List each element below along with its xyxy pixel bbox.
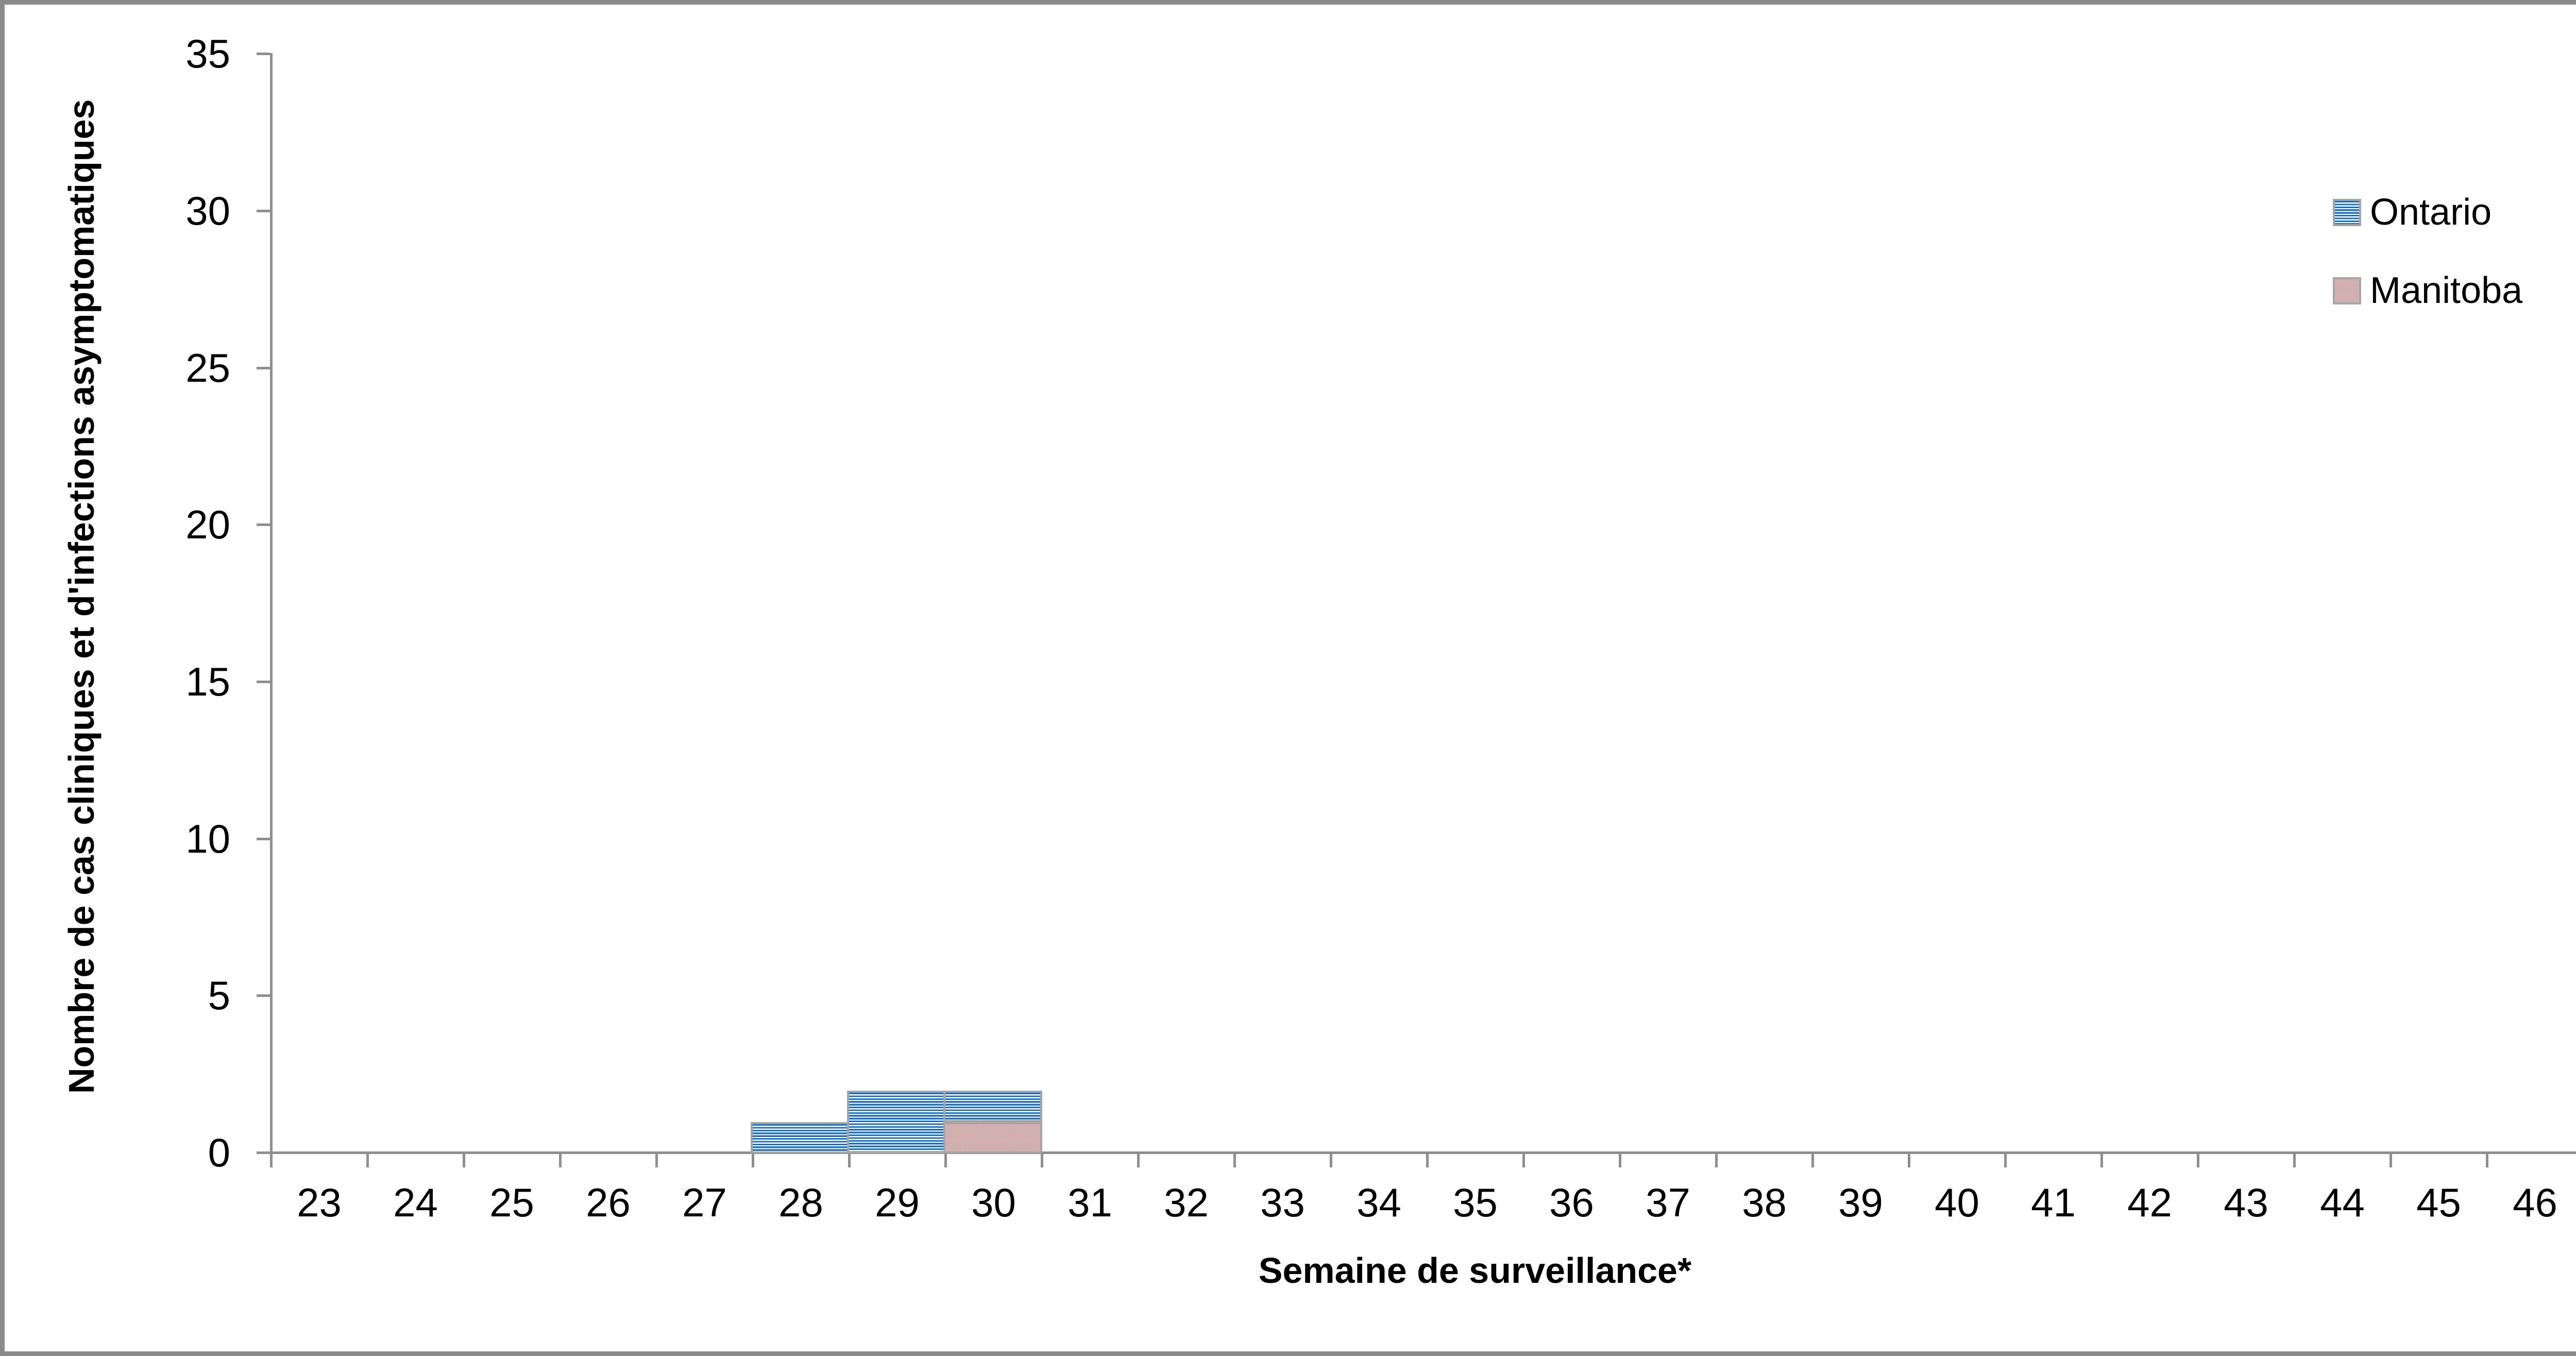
x-tick-label: 26 [586, 1180, 631, 1225]
manitoba-swatch-icon [2333, 277, 2361, 304]
x-tick-mark [1330, 1154, 1332, 1167]
x-tick-label: 39 [1838, 1180, 1883, 1225]
y-tick-label: 10 [185, 816, 230, 861]
x-tick-label: 40 [1935, 1180, 1979, 1225]
x-tick-mark [1908, 1154, 1910, 1167]
bar-ontario-week-28 [751, 1122, 850, 1154]
x-tick-mark [848, 1154, 851, 1167]
legend-item-manitoba: Manitoba [2333, 270, 2523, 311]
x-tick-label: 45 [2416, 1180, 2461, 1225]
x-tick-label: 29 [875, 1180, 920, 1225]
x-tick-label: 41 [2031, 1180, 2076, 1225]
x-tick-label: 38 [1742, 1180, 1787, 1225]
bar-ontario-week-29 [847, 1091, 946, 1154]
y-axis-line [270, 53, 273, 1154]
y-tick-mark [257, 366, 270, 369]
y-tick-label: 35 [185, 31, 230, 77]
x-tick-mark [2197, 1154, 2199, 1167]
x-tick-mark [2004, 1154, 2007, 1167]
y-tick-label: 0 [208, 1130, 230, 1175]
legend-label-manitoba: Manitoba [2370, 270, 2523, 311]
x-tick-mark [655, 1154, 658, 1167]
y-tick-mark [257, 837, 270, 840]
legend-label-ontario: Ontario [2370, 192, 2492, 233]
ontario-swatch-icon [2333, 199, 2361, 226]
x-tick-mark [366, 1154, 369, 1167]
x-tick-mark [944, 1154, 947, 1167]
x-tick-mark [463, 1154, 465, 1167]
y-tick-mark [257, 1151, 270, 1154]
y-tick-mark [257, 523, 270, 527]
x-tick-label: 25 [489, 1180, 534, 1225]
bar-manitoba-week-30 [943, 1122, 1042, 1154]
x-tick-mark [270, 1154, 273, 1167]
x-tick-label: 44 [2320, 1180, 2365, 1225]
x-tick-mark [1426, 1154, 1429, 1167]
x-tick-mark [2100, 1154, 2103, 1167]
x-tick-label: 23 [297, 1180, 342, 1225]
x-tick-label: 36 [1549, 1180, 1594, 1225]
x-tick-label: 46 [2513, 1180, 2557, 1225]
x-tick-label: 27 [682, 1180, 727, 1225]
y-tick-label: 15 [185, 658, 230, 704]
x-tick-label: 43 [2224, 1180, 2268, 1225]
x-tick-mark [1619, 1154, 1621, 1167]
x-tick-label: 31 [1067, 1180, 1112, 1225]
x-tick-label: 34 [1357, 1180, 1401, 1225]
x-axis-line [270, 1151, 2576, 1154]
y-tick-mark [257, 209, 270, 212]
x-tick-mark [1041, 1154, 1043, 1167]
x-tick-label: 24 [393, 1180, 438, 1225]
legend: Ontario Manitoba [2333, 192, 2523, 355]
x-tick-mark [559, 1154, 562, 1167]
x-tick-label: 28 [778, 1180, 823, 1225]
y-tick-label: 5 [208, 973, 230, 1019]
x-tick-mark [1715, 1154, 1718, 1167]
x-tick-label: 30 [971, 1180, 1016, 1225]
x-tick-label: 42 [2127, 1180, 2172, 1225]
x-tick-mark [1233, 1154, 1236, 1167]
bar-ontario-week-30 [943, 1091, 1042, 1123]
y-tick-mark [257, 53, 270, 56]
y-tick-mark [257, 994, 270, 997]
x-tick-mark [752, 1154, 754, 1167]
x-tick-mark [2389, 1154, 2392, 1167]
x-tick-mark [2486, 1154, 2488, 1167]
y-tick-label: 20 [185, 502, 230, 548]
legend-item-ontario: Ontario [2333, 192, 2522, 233]
x-tick-label: 32 [1164, 1180, 1209, 1225]
x-tick-mark [2293, 1154, 2296, 1167]
y-tick-mark [257, 680, 270, 683]
x-tick-mark [1137, 1154, 1140, 1167]
x-tick-label: 37 [1646, 1180, 1690, 1225]
x-tick-mark [1522, 1154, 1525, 1167]
x-tick-label: 33 [1260, 1180, 1305, 1225]
x-tick-mark [1811, 1154, 1814, 1167]
x-axis-title: Semaine de surveillance* [1258, 1250, 1692, 1291]
y-tick-label: 30 [185, 188, 230, 233]
y-tick-label: 25 [185, 345, 230, 391]
y-axis-title: Nombre de cas cliniques et d'infections … [61, 99, 101, 1094]
x-tick-label: 35 [1453, 1180, 1498, 1225]
